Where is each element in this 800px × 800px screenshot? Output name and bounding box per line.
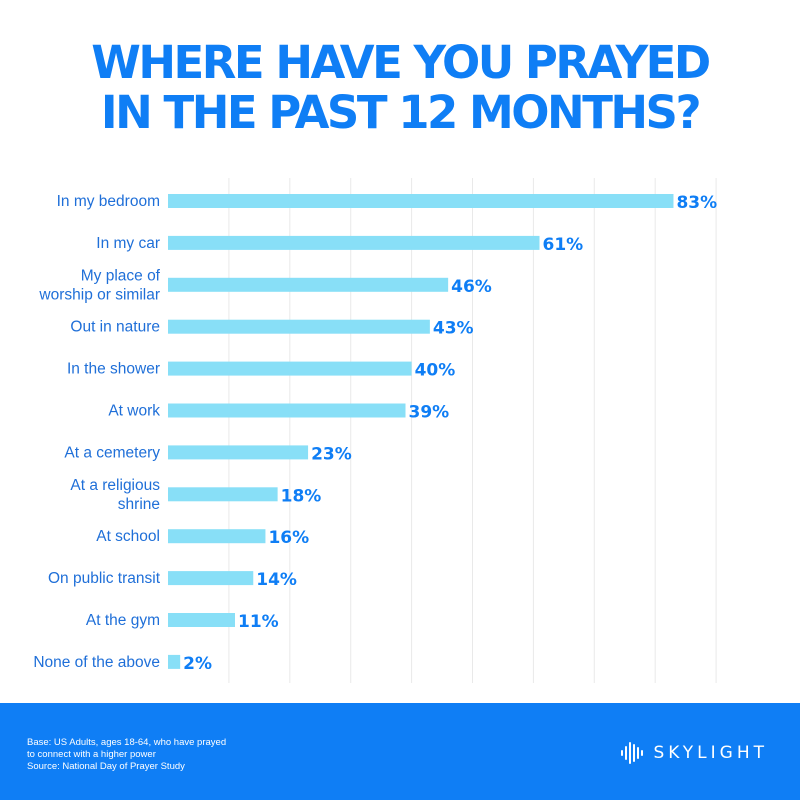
chart-title: WHERE HAVE YOU PRAYED IN THE PAST 12 MON…	[0, 38, 800, 138]
chart-bars	[168, 194, 674, 669]
category-label: In my bedroom	[57, 193, 160, 210]
category-label: At work	[108, 403, 160, 420]
bar	[168, 361, 412, 376]
value-label: 83%	[676, 193, 717, 213]
bar	[168, 487, 278, 502]
category-label: My place of worship or similar	[38, 267, 160, 303]
category-label: In the shower	[67, 361, 160, 378]
category-label: At a religious shrine	[70, 477, 160, 513]
value-label: 18%	[281, 486, 322, 506]
value-label: 61%	[542, 235, 583, 255]
bar	[168, 445, 309, 460]
value-label: 23%	[311, 444, 352, 464]
value-label: 14%	[256, 570, 297, 590]
value-label: 40%	[415, 361, 456, 381]
category-label: At the gym	[86, 612, 160, 629]
value-label: 43%	[433, 319, 474, 339]
brand-name: SKYLIGHT	[653, 743, 768, 763]
footnote-base-continued: to connect with a higher power	[27, 749, 156, 760]
category-label: In my car	[96, 235, 160, 252]
value-label: 16%	[268, 528, 309, 548]
chart-title-line-2: IN THE PAST 12 MONTHS?	[100, 86, 702, 139]
bar	[168, 571, 254, 586]
category-label: None of the above	[33, 654, 160, 671]
chart-value-labels: 83% 61% 46% 43% 40% 39% 23% 18% 16% 14% 11% 2%	[183, 193, 717, 674]
bar-chart: In my bedroom In my car My place of worship…	[33, 178, 717, 683]
value-label: 11%	[238, 612, 279, 632]
bar	[168, 319, 430, 334]
chart-title-line-1: WHERE HAVE YOU PRAYED	[91, 36, 711, 89]
chart-gridlines	[228, 178, 717, 683]
bar	[168, 277, 449, 292]
category-label: Out in nature	[70, 319, 160, 336]
footnote-base: Base: US Adults, ages 18-64, who have pr…	[27, 737, 227, 748]
sound-wave-logo-icon	[621, 742, 644, 764]
brand-logo: SKYLIGHT	[621, 740, 768, 766]
bar	[168, 613, 235, 627]
footnote-source: Source: National Day of Prayer Study	[27, 761, 185, 772]
bar	[168, 529, 266, 544]
category-label: At school	[96, 528, 160, 545]
footnote: Base: US Adults, ages 18-64, who have pr…	[27, 737, 226, 773]
bar	[168, 194, 674, 208]
bar	[168, 403, 406, 418]
chart-category-labels: In my bedroom In my car My place of worship…	[33, 193, 160, 671]
category-label: On public transit	[48, 570, 161, 587]
footer-band: Base: US Adults, ages 18-64, who have pr…	[0, 703, 800, 800]
value-label: 46%	[451, 277, 492, 297]
bar	[168, 654, 181, 669]
value-label: 2%	[183, 654, 212, 674]
value-label: 39%	[409, 403, 450, 423]
bar	[168, 235, 540, 250]
category-label: At a cemetery	[64, 444, 160, 461]
